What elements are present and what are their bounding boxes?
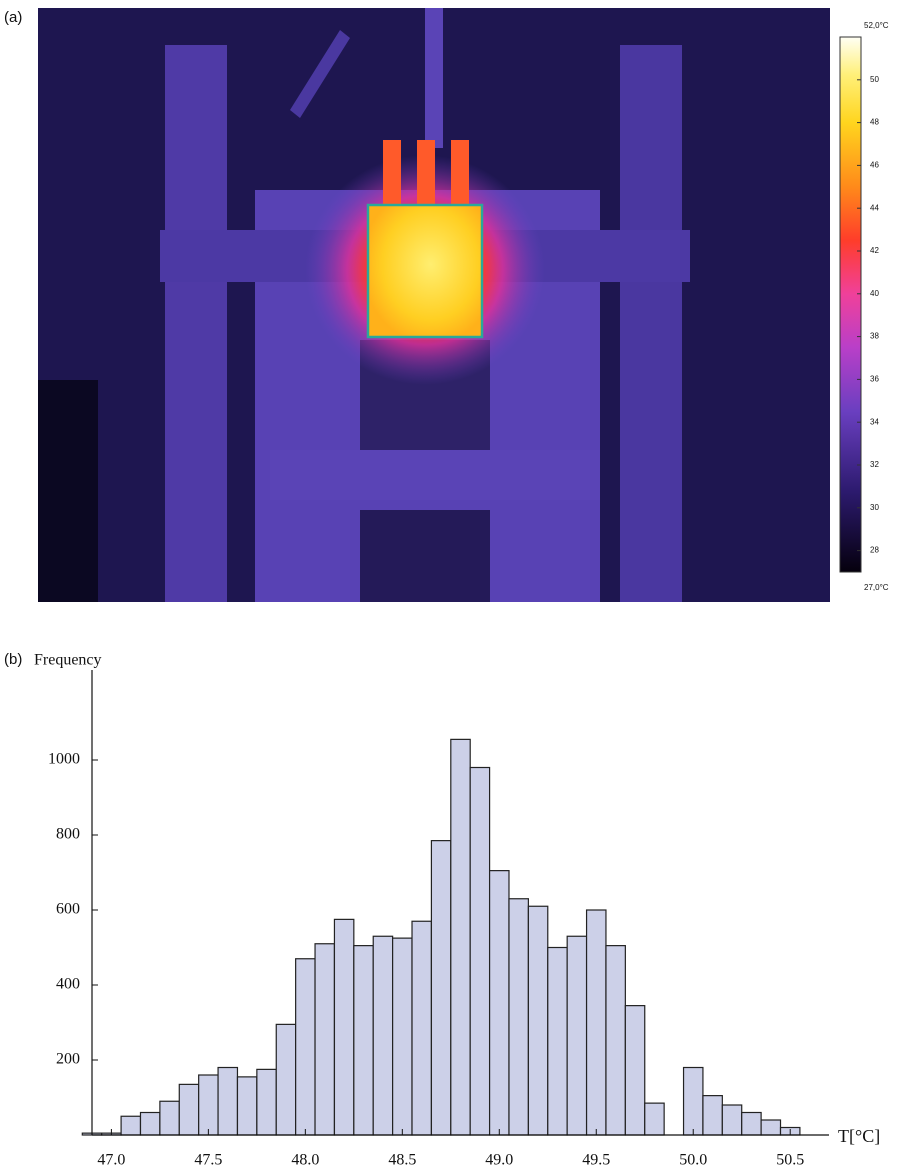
panel-label: (a): [4, 9, 22, 26]
colorbar-tick-label: 30: [870, 503, 879, 512]
x-tick-label: 49.0: [485, 1152, 513, 1169]
y-tick-label: 600: [56, 901, 80, 918]
colorbar-tick-label: 42: [870, 246, 879, 255]
bar: [159, 1100, 180, 1136]
colorbar-tick-label: 46: [870, 161, 879, 170]
bar: [295, 958, 316, 1136]
bar: [256, 1068, 277, 1136]
y-tick-label: 1000: [48, 751, 80, 768]
bar: [644, 1102, 665, 1136]
bar: [702, 1095, 723, 1136]
bar: [333, 918, 355, 1136]
bar: [605, 945, 626, 1136]
bar: [566, 935, 588, 1136]
bar: [488, 870, 510, 1136]
x-tick-label: 47.5: [194, 1152, 222, 1169]
colorbar: 52,0°C 27,0°C: [839, 21, 889, 592]
bar: [760, 1119, 782, 1136]
bar: [547, 946, 568, 1136]
colorbar-min-label: 27,0°C: [864, 583, 889, 592]
bar: [139, 1111, 161, 1136]
bar: [372, 935, 394, 1136]
bar: [527, 905, 549, 1136]
x-tick-label: 48.5: [388, 1152, 416, 1169]
y-tick-label: 200: [56, 1051, 80, 1068]
bar: [411, 920, 433, 1136]
colorbar-tick-label: 36: [870, 375, 879, 384]
bar: [198, 1074, 219, 1136]
bar: [392, 937, 413, 1136]
bar: [430, 840, 452, 1136]
bar: [120, 1115, 142, 1136]
bar: [721, 1104, 743, 1136]
colorbar-max-label: 52,0°C: [864, 21, 889, 30]
thermal-image: [38, 8, 830, 602]
bar: [741, 1111, 762, 1136]
panel-label: (b): [4, 651, 22, 668]
x-axis-title: T[°C]: [838, 1126, 880, 1146]
x-tick-label: 50.5: [776, 1152, 804, 1169]
colorbar-tick-label: 38: [870, 332, 879, 341]
colorbar-tick-label: 28: [870, 546, 879, 555]
bar: [469, 766, 491, 1136]
colorbar-tick-label: 34: [870, 417, 879, 426]
bar: [178, 1083, 200, 1136]
bar: [585, 909, 607, 1136]
x-tick-label: 47.0: [97, 1152, 125, 1169]
y-tick-label: 800: [56, 826, 80, 843]
bar: [450, 738, 471, 1136]
bar: [314, 943, 336, 1136]
colorbar-tick-label: 32: [870, 460, 879, 469]
bar: [236, 1076, 258, 1136]
y-axis-title: Frequency: [34, 652, 102, 669]
bar: [275, 1023, 297, 1136]
bar: [624, 1005, 646, 1136]
bar: [508, 898, 529, 1136]
colorbar-tick-label: 50: [870, 75, 879, 84]
colorbar-tick-label: 48: [870, 118, 879, 127]
bar: [353, 945, 374, 1136]
colorbar-tick-label: 40: [870, 289, 879, 298]
bar: [682, 1066, 704, 1136]
x-tick-label: 50.0: [679, 1152, 707, 1169]
bar: [217, 1066, 239, 1136]
y-tick-label: 400: [56, 976, 80, 993]
x-tick-label: 48.0: [291, 1152, 319, 1169]
x-tick-label: 49.5: [582, 1152, 610, 1169]
colorbar-tick-label: 44: [870, 203, 879, 212]
